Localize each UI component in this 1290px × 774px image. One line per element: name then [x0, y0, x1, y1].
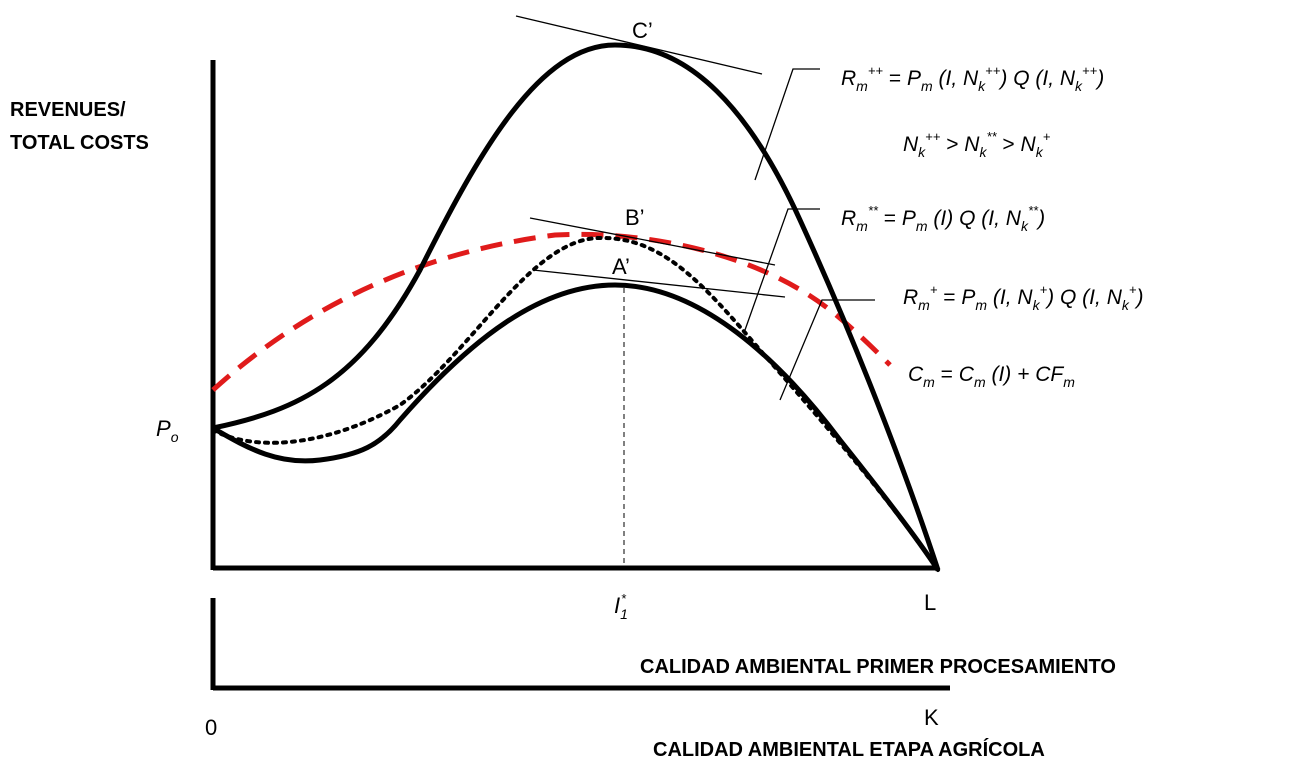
leader-r-star-star: [744, 208, 820, 331]
end-label-k: K: [924, 705, 939, 730]
revenue-curve-high: [212, 42, 941, 571]
tangent-b: [529, 217, 776, 266]
p0-label: Po: [156, 416, 179, 445]
tangent-a: [532, 269, 786, 298]
point-a-label: A’: [612, 254, 630, 279]
equation-revenue-mid: Rm** = Pm (I) Q (I, Nk**): [841, 203, 1046, 234]
end-label-l: L: [924, 590, 937, 615]
origin-label: 0: [205, 715, 218, 740]
optimum-label: I1*: [614, 591, 628, 622]
equation-revenue-low: Rm+ = Pm (I, Nk+) Q (I, Nk+): [903, 282, 1144, 313]
revenue-curve-low: [211, 282, 941, 572]
y-axis-label-line1: REVENUES/: [10, 99, 126, 121]
tangent-c: [515, 15, 763, 75]
revenue-curve-mid: [211, 235, 940, 572]
point-b-label: B’: [625, 205, 645, 230]
x-axis-label-primary: CALIDAD AMBIENTAL PRIMER PROCESAMIENTO: [640, 656, 1116, 678]
point-c-label: C’: [632, 18, 653, 43]
equation-cost: Cm = Cm (I) + CFm: [908, 363, 1075, 390]
y-axis-label-line2: TOTAL COSTS: [10, 132, 149, 154]
equation-revenue-high: Rm++ = Pm (I, Nk++) Q (I, Nk++): [841, 63, 1105, 94]
equation-inequality: Nk++ > Nk** > Nk+: [903, 129, 1051, 160]
leader-r-plus: [779, 299, 875, 401]
leader-r-plus-plus: [754, 68, 820, 181]
x-axis-label-agricultural: CALIDAD AMBIENTAL ETAPA AGRÍCOLA: [653, 739, 1045, 761]
